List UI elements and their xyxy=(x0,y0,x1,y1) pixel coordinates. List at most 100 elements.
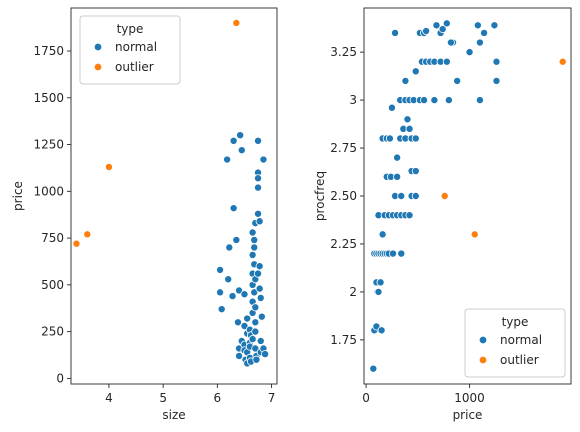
right-normal-point-58 xyxy=(411,67,420,76)
left-normal-point-5 xyxy=(224,275,233,284)
left-normal-point-46 xyxy=(251,318,260,327)
left-normal-point-7 xyxy=(229,204,238,213)
right-normal-point-17 xyxy=(397,249,406,258)
left-y-tick-label-4: 1000 xyxy=(33,184,64,198)
right-normal-point-76 xyxy=(432,21,441,30)
right-normal-point-40 xyxy=(411,134,420,143)
right-x-tick-label-1: 1000 xyxy=(454,391,485,405)
left-normal-point-10 xyxy=(235,286,244,295)
left-y-tick-label-5: 1250 xyxy=(33,138,64,152)
right-y-tick-label-4: 2.75 xyxy=(330,141,357,155)
right-legend: type normal outlier xyxy=(464,308,566,378)
right-normal-point-54 xyxy=(430,96,439,105)
left-normal-point-24 xyxy=(243,314,252,323)
right-normal-point-79 xyxy=(490,21,499,30)
right-normal-point-71 xyxy=(442,19,451,28)
right-normal-point-6 xyxy=(376,278,385,287)
right-normal-point-72 xyxy=(446,38,455,47)
right-normal-point-82 xyxy=(391,28,400,37)
left-y-tick-label-1: 250 xyxy=(41,325,64,339)
left-normal-point-0 xyxy=(216,265,225,274)
left-normal-point-1 xyxy=(216,288,225,297)
left-x-axis-label: size xyxy=(162,408,185,422)
right-normal-point-70 xyxy=(438,25,447,34)
right-normal-point-64 xyxy=(442,57,451,66)
left-normal-point-59 xyxy=(255,284,264,293)
right-normal-point-67 xyxy=(475,38,484,47)
left-legend-entry-outlier: outlier xyxy=(115,60,154,74)
left-y-tick-label-0: 0 xyxy=(56,371,64,385)
right-scatter-plot: 0 1000 1.75 2 2.25 2.50 2.75 3 3.25 price procfreq… xyxy=(313,7,572,422)
right-normal-point-57 xyxy=(401,76,410,85)
right-normal-point-49 xyxy=(403,115,412,124)
left-legend-title: type xyxy=(117,22,144,36)
right-legend-entry-outlier: outlier xyxy=(500,353,539,367)
left-legend-marker-normal xyxy=(93,42,103,52)
right-outlier-point-1 xyxy=(470,230,479,239)
right-y-tick-label-6: 3.25 xyxy=(330,45,357,59)
right-normal-point-45 xyxy=(385,134,394,143)
left-normal-point-64 xyxy=(259,155,268,164)
left-normal-point-47 xyxy=(251,327,260,336)
right-normal-point-56 xyxy=(475,96,484,105)
left-y-tick-label-6: 1500 xyxy=(33,91,64,105)
right-normal-point-66 xyxy=(465,48,474,57)
right-normal-point-7 xyxy=(377,326,386,335)
left-normal-point-58 xyxy=(255,262,264,271)
right-normal-point-75 xyxy=(422,27,431,36)
right-x-axis-label: price xyxy=(453,408,483,422)
left-normal-point-42 xyxy=(250,288,259,297)
right-legend-marker-normal xyxy=(478,335,488,345)
left-legend-box xyxy=(79,15,181,85)
left-normal-point-50 xyxy=(252,355,261,364)
left-normal-point-13 xyxy=(233,318,242,327)
right-normal-point-4 xyxy=(374,287,383,296)
left-normal-point-12 xyxy=(237,146,246,155)
left-plot-frame xyxy=(70,7,278,385)
left-normal-point-53 xyxy=(254,174,263,183)
left-normal-point-63 xyxy=(257,312,266,321)
left-outlier-point-0 xyxy=(72,239,81,248)
left-legend-marker-outlier xyxy=(93,62,103,72)
left-legend-entry-normal: normal xyxy=(115,40,157,54)
right-y-tick-label-3: 2.50 xyxy=(330,189,357,203)
right-legend-marker-outlier xyxy=(478,355,488,365)
left-x-tick-label-0: 4 xyxy=(105,391,113,405)
left-normal-point-66 xyxy=(261,350,270,359)
right-normal-point-26 xyxy=(378,230,387,239)
right-normal-point-46 xyxy=(387,103,396,112)
left-y-tick-label-7: 1750 xyxy=(33,44,64,58)
left-normal-point-57 xyxy=(255,217,264,226)
left-normal-point-4 xyxy=(225,243,234,252)
left-normal-point-45 xyxy=(251,303,260,312)
left-normal-point-33 xyxy=(248,250,257,259)
left-normal-point-17 xyxy=(240,290,249,299)
right-y-tick-label-2: 2.25 xyxy=(330,237,357,251)
right-outlier-point-0 xyxy=(440,191,449,200)
right-normal-point-0 xyxy=(369,364,378,373)
left-outlier-point-3 xyxy=(232,18,241,27)
left-normal-point-3 xyxy=(223,155,232,164)
right-normal-point-31 xyxy=(397,191,406,200)
left-normal-point-2 xyxy=(217,305,226,314)
right-y-tick-label-5: 3 xyxy=(349,93,357,107)
right-normal-point-78 xyxy=(480,28,489,37)
right-normal-point-80 xyxy=(492,57,501,66)
left-normal-point-54 xyxy=(254,183,263,192)
left-normal-point-61 xyxy=(256,336,265,345)
right-normal-point-53 xyxy=(420,96,429,105)
left-normal-point-48 xyxy=(251,344,260,353)
left-normal-point-15 xyxy=(235,351,244,360)
left-x-tick-label-3: 7 xyxy=(268,391,276,405)
left-normal-point-9 xyxy=(232,235,241,244)
left-scatter-plot: 4 5 6 7 0 250 500 750 1000 1250 1500 1750 size price t… xyxy=(11,7,278,422)
right-legend-box xyxy=(464,308,566,378)
left-normal-point-6 xyxy=(229,136,238,145)
right-legend-title: type xyxy=(502,315,529,329)
right-normal-point-65 xyxy=(453,76,462,85)
right-normal-point-16 xyxy=(388,249,397,258)
left-y-axis-label: price xyxy=(11,181,25,211)
right-y-tick-label-0: 1.75 xyxy=(330,333,357,347)
left-outlier-point-2 xyxy=(104,162,113,171)
right-normal-point-29 xyxy=(393,172,402,181)
